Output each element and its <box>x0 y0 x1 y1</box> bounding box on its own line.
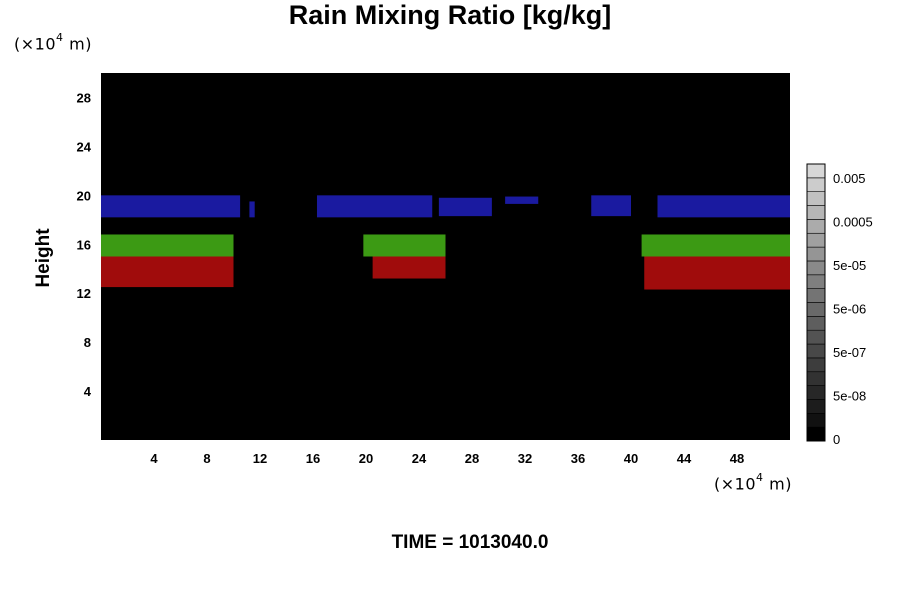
x-tick-label: 20 <box>359 451 373 466</box>
y-unit-suffix: m) <box>63 34 92 54</box>
x-tick-label: 48 <box>730 451 744 466</box>
colorbar-swatch <box>806 177 826 193</box>
blue-region <box>316 195 433 218</box>
x-unit-suffix: m) <box>763 474 792 494</box>
colorbar-swatch <box>806 288 826 303</box>
y-tick-label: 12 <box>77 286 91 301</box>
colorbar-swatch <box>806 163 826 179</box>
colorbar-swatch <box>806 205 826 220</box>
colorbar-swatch <box>806 357 826 373</box>
time-label: TIME = 1013040.0 <box>391 532 549 553</box>
x-axis-unit: (×104 m) <box>714 471 792 494</box>
colorbar-swatch <box>806 274 826 289</box>
y-tick-label: 4 <box>84 384 92 399</box>
colorbar-swatch <box>806 232 826 248</box>
x-tick-label: 16 <box>306 451 320 466</box>
colorbar-swatch <box>806 385 826 400</box>
blue-region <box>591 195 631 217</box>
chart-title: Rain Mixing Ratio [kg/kg] <box>288 0 612 30</box>
colorbar-swatch <box>806 343 826 359</box>
x-unit-prefix: (×10 <box>714 474 757 494</box>
y-tick-label: 8 <box>84 335 91 350</box>
green-region <box>363 234 446 257</box>
x-tick-label: 36 <box>571 451 585 466</box>
colorbar-swatch <box>806 260 826 276</box>
y-unit-prefix: (×10 <box>14 34 57 54</box>
red-region <box>372 256 446 279</box>
green-region <box>101 234 234 257</box>
x-tick-label: 8 <box>203 451 210 466</box>
blue-region <box>101 195 241 218</box>
colorbar-tick-label: 0.005 <box>833 171 866 186</box>
red-region <box>644 256 790 290</box>
x-tick-label: 40 <box>624 451 638 466</box>
colorbar-tick-label: 5e-08 <box>833 389 866 404</box>
blue-region <box>505 196 539 204</box>
colorbar-swatch <box>806 329 826 345</box>
y-axis-unit: (×104 m) <box>14 31 92 54</box>
colorbar-swatch <box>806 316 826 331</box>
red-region <box>101 256 234 288</box>
colorbar-tick-label: 0.0005 <box>833 215 873 230</box>
x-unit-exponent: 4 <box>756 471 764 484</box>
blue-region <box>657 195 790 218</box>
colorbar-tick-label: 5e-06 <box>833 302 866 317</box>
colorbar-frame <box>806 163 826 442</box>
blue-region <box>249 201 255 218</box>
y-unit-exponent: 4 <box>56 31 64 44</box>
x-tick-label: 4 <box>150 451 158 466</box>
colorbar-swatch <box>806 302 826 317</box>
colorbar-swatch <box>806 219 826 234</box>
colorbar-tick-label: 5e-07 <box>833 345 866 360</box>
colorbar-swatch <box>806 246 826 262</box>
y-tick-label: 20 <box>77 188 91 203</box>
green-region <box>641 234 790 257</box>
y-tick-label: 28 <box>77 90 91 105</box>
x-tick-label: 28 <box>465 451 479 466</box>
colorbar-tick-label: 0 <box>833 432 840 447</box>
x-tick-label: 32 <box>518 451 532 466</box>
colorbar-tick-label: 5e-05 <box>833 258 866 273</box>
x-tick-label: 24 <box>412 451 427 466</box>
colorbar-swatch <box>806 371 826 386</box>
y-tick-label: 16 <box>77 237 91 252</box>
colorbar-swatch <box>806 191 826 206</box>
y-tick-label: 24 <box>77 139 92 154</box>
colorbar-swatch <box>806 426 826 442</box>
colorbar-swatch <box>806 412 826 428</box>
colorbar-swatch <box>806 399 826 414</box>
blue-region <box>438 197 492 217</box>
x-tick-label: 44 <box>677 451 692 466</box>
x-tick-label: 12 <box>253 451 267 466</box>
